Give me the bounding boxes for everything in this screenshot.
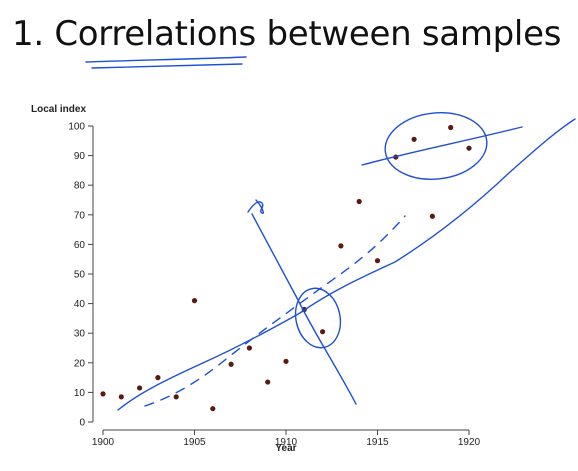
- y-tick-label: 30: [74, 329, 86, 340]
- x-axis-title: Year: [275, 443, 296, 454]
- data-point: [191, 298, 198, 304]
- data-point: [246, 345, 252, 351]
- data-point: [265, 379, 271, 385]
- y-tick-label: 70: [74, 210, 86, 221]
- handwritten-annotations: [117, 112, 576, 411]
- data-point: [356, 198, 362, 205]
- y-tick-label: 60: [74, 240, 86, 251]
- data-point: [320, 329, 326, 335]
- dashed-trend-annotation: [144, 215, 406, 407]
- y-tick-label: 10: [74, 388, 86, 399]
- data-point: [173, 394, 179, 400]
- data-point: [374, 258, 381, 264]
- title-underline-annotation: [85, 56, 247, 69]
- data-point: [100, 391, 106, 397]
- cluster-circle-annotation: [384, 112, 488, 180]
- y-tick-label: 80: [74, 181, 86, 192]
- y-tick-label: 90: [74, 151, 86, 162]
- center-circle-annotation: [294, 287, 342, 349]
- data-point: [338, 243, 344, 249]
- data-point: [155, 375, 161, 381]
- x-axis: 1900 1905 1910 1915 1920: [92, 429, 481, 448]
- y-tick-label: 50: [74, 270, 86, 281]
- data-point: [411, 136, 417, 142]
- data-point: [137, 385, 143, 391]
- data-points: [100, 124, 472, 412]
- data-point: [466, 145, 472, 151]
- slide-title: 1. Correlations between samples: [12, 14, 562, 54]
- data-point: [283, 358, 289, 364]
- y-tick-label: 0: [79, 418, 85, 429]
- x-tick-label: 1910: [275, 437, 298, 448]
- data-point: [448, 124, 454, 131]
- x-tick-label: 1905: [183, 437, 206, 448]
- data-point: [429, 213, 435, 219]
- trend-curve-annotation: [117, 118, 576, 411]
- y-axis-title: Local index: [31, 104, 86, 115]
- x-tick-label: 1915: [366, 437, 389, 448]
- data-point: [118, 394, 124, 400]
- data-point: [228, 361, 234, 367]
- y-axis: 0 10 20 30 40 50 60 70 80 90 100: [68, 122, 94, 429]
- x-tick-label: 1920: [458, 437, 481, 448]
- y-tick-label: 20: [74, 358, 86, 369]
- data-point: [210, 406, 216, 412]
- y-tick-label: 100: [68, 122, 85, 133]
- x-tick-label: 1900: [92, 437, 115, 448]
- y-tick-label: 40: [74, 299, 86, 310]
- cluster-line-annotation: [361, 126, 523, 166]
